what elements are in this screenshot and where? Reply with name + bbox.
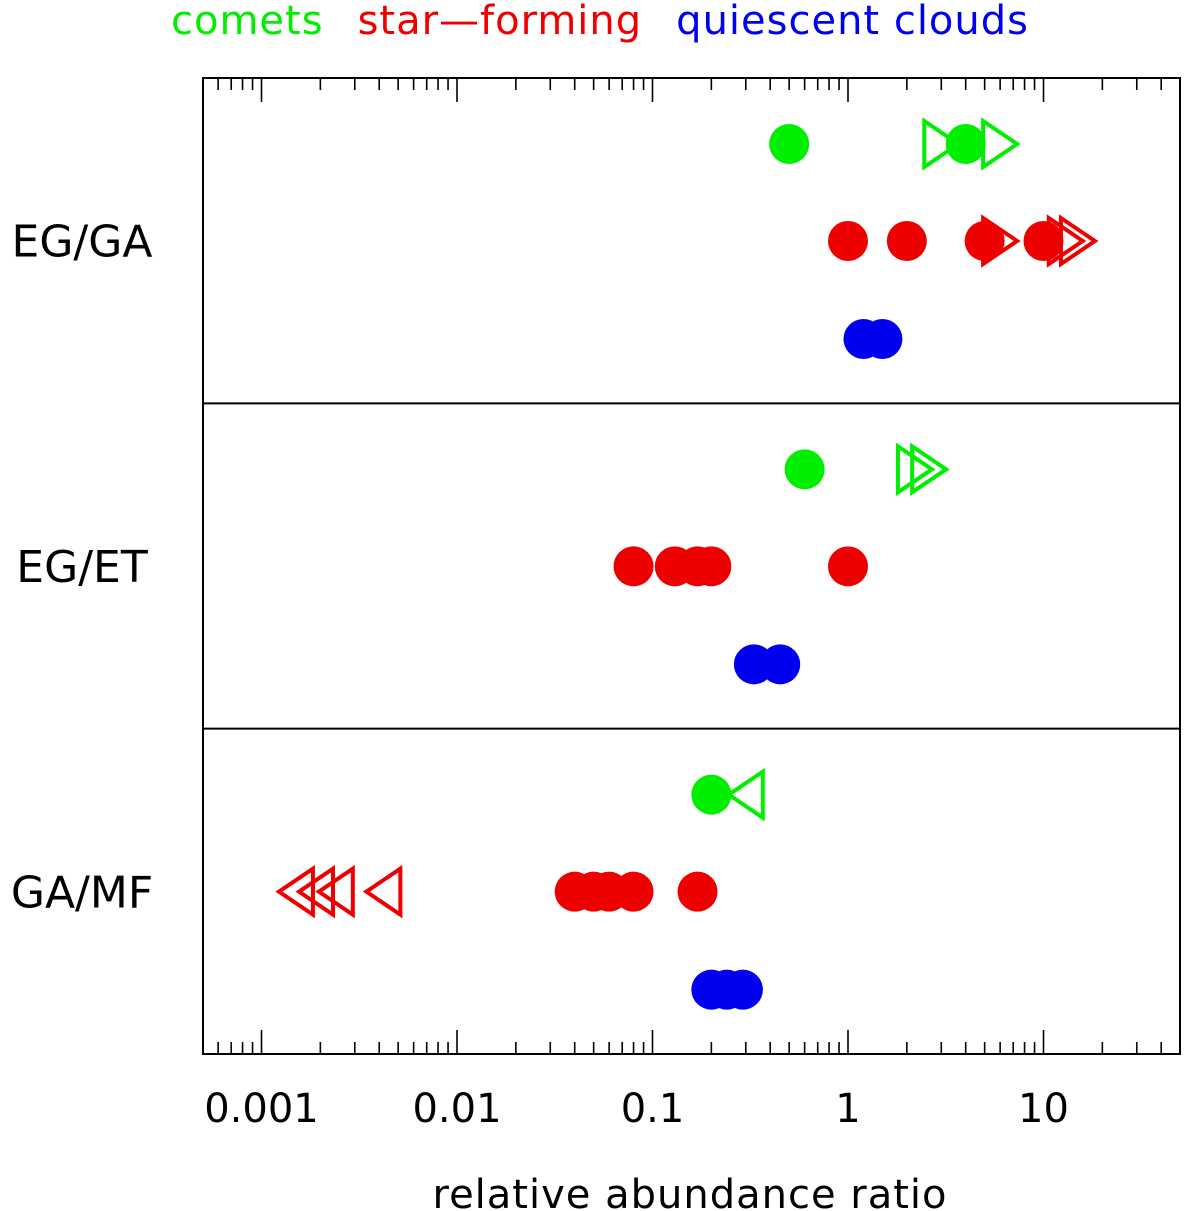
- data-point: [828, 546, 868, 587]
- data-point: [1023, 221, 1064, 261]
- data-point: [784, 449, 825, 490]
- legend-row: comets star—forming quiescent clouds: [171, 0, 1029, 44]
- data-point: [691, 546, 732, 587]
- x-axis-tick-labels: 0.001 0.01 0.1 1 10: [204, 1086, 1069, 1132]
- x-tick-label: 1: [835, 1086, 860, 1132]
- upper-limit-marker: [725, 767, 765, 822]
- lower-limit-marker: [1058, 214, 1099, 268]
- data-point: [722, 969, 763, 1010]
- x-tick-label: 10: [1018, 1086, 1069, 1132]
- x-tick-label: 0.1: [621, 1086, 685, 1132]
- data-point: [613, 546, 654, 587]
- panel-ga-mf: [275, 767, 765, 1010]
- legend-entry-comets: comets: [171, 0, 324, 44]
- lower-limit-marker: [922, 117, 962, 171]
- upper-limit-marker: [295, 864, 335, 919]
- panel-labels: EG/GA EG/ET GA/MF: [11, 217, 153, 919]
- legend-entry-quiescent: quiescent clouds: [676, 0, 1029, 44]
- data-point: [862, 319, 903, 359]
- data-marks: [275, 117, 1099, 1010]
- plot-border: [202, 77, 1181, 1055]
- data-point: [769, 124, 810, 164]
- panel-label: EG/ET: [16, 542, 148, 593]
- lower-limit-marker: [910, 442, 950, 497]
- panel-label: EG/GA: [12, 217, 153, 268]
- panel-eg-et: [613, 442, 950, 685]
- data-point: [964, 221, 1005, 261]
- x-tick-label: 0.001: [204, 1086, 319, 1132]
- x-tick-label: 0.01: [412, 1086, 501, 1132]
- data-point: [613, 871, 654, 912]
- upper-limit-marker: [362, 864, 403, 919]
- x-axis-ticks: [217, 78, 1163, 1054]
- data-point: [945, 124, 986, 164]
- upper-limit-marker: [315, 864, 355, 919]
- upper-limit-marker: [275, 864, 315, 919]
- data-point: [677, 871, 718, 912]
- x-axis-label: relative abundance ratio: [433, 1172, 948, 1211]
- panel-label: GA/MF: [11, 867, 153, 918]
- data-point: [760, 644, 801, 685]
- data-point: [691, 774, 732, 815]
- data-point: [886, 221, 927, 261]
- panel-eg-ga: [769, 117, 1099, 359]
- plot-frame: [202, 77, 1181, 1055]
- lower-limit-marker: [895, 442, 936, 497]
- legend-entry-star-forming: star—forming: [358, 0, 643, 44]
- lower-limit-marker: [981, 117, 1021, 171]
- data-point: [828, 221, 868, 261]
- legend: comets star—forming quiescent clouds: [171, 0, 1029, 44]
